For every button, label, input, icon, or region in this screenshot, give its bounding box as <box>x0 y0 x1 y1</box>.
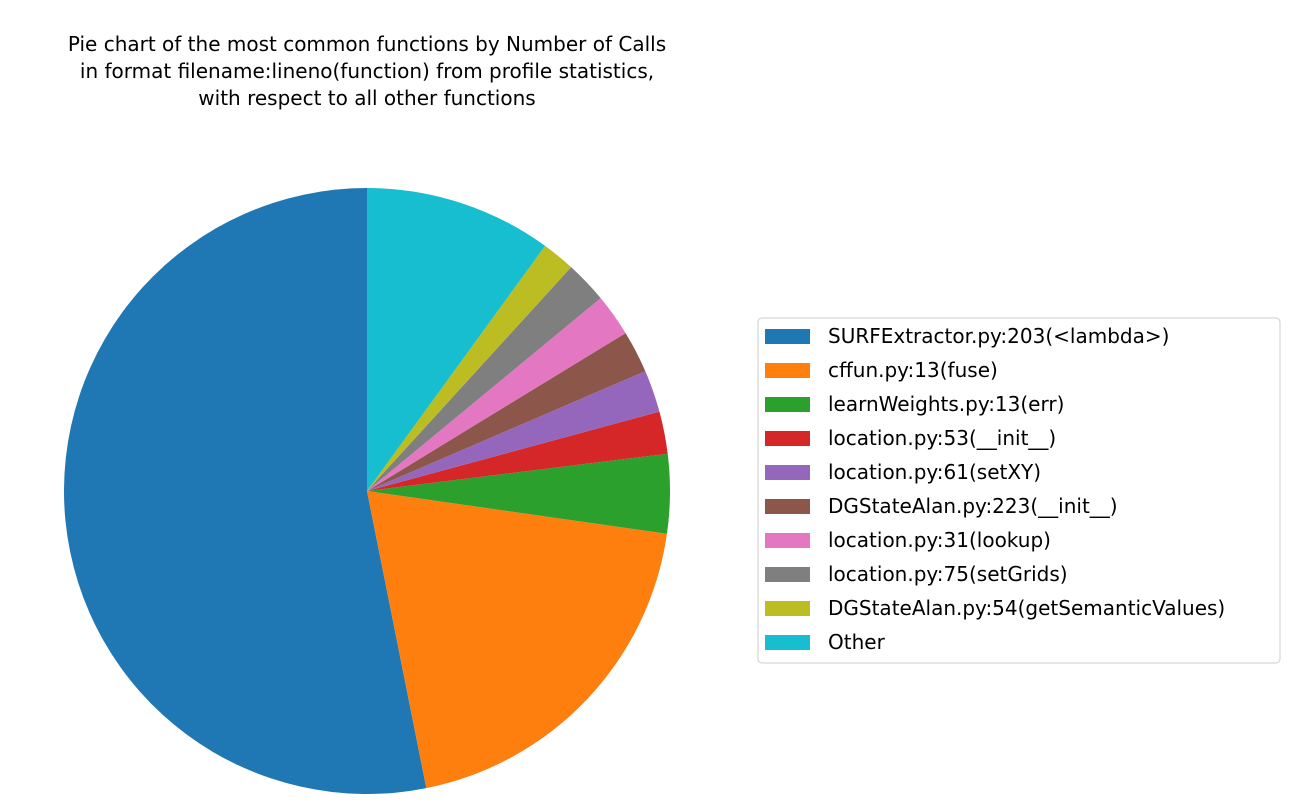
legend-item-7: location.py:31(lookup) <box>765 528 1051 552</box>
legend-label-5: location.py:61(setXY) <box>828 460 1041 484</box>
legend-label-4: location.py:53(__init__) <box>828 426 1056 450</box>
legend-label-9: DGStateAlan.py:54(getSemanticValues) <box>828 596 1225 620</box>
legend-item-4: location.py:53(__init__) <box>765 426 1056 450</box>
legend-item-5: location.py:61(setXY) <box>765 460 1041 484</box>
legend: SURFExtractor.py:203(<lambda>) cffun.py:1… <box>757 317 1281 664</box>
pie-slice-2 <box>367 491 667 789</box>
legend-label-2: cffun.py:13(fuse) <box>828 358 998 382</box>
chart-title: Pie chart of the most common functions b… <box>68 32 666 110</box>
legend-frame <box>757 317 1281 664</box>
legend-item-3: learnWeights.py:13(err) <box>765 392 1064 416</box>
pie-slice-7 <box>367 298 626 491</box>
chart-title-line-1: Pie chart of the most common functions b… <box>68 32 666 56</box>
legend-swatch-7 <box>765 533 810 548</box>
legend-swatch-4 <box>765 431 810 446</box>
legend-label-1: SURFExtractor.py:203(<lambda>) <box>828 324 1169 348</box>
pie-slice-8 <box>367 267 601 491</box>
legend-label-7: location.py:31(lookup) <box>828 528 1051 552</box>
chart-title-line-2: in format filename:lineno(function) from… <box>80 59 654 83</box>
legend-swatch-3 <box>765 397 810 412</box>
pie-slice-6 <box>367 333 646 491</box>
legend-item-1: SURFExtractor.py:203(<lambda>) <box>765 324 1169 348</box>
legend-label-3: learnWeights.py:13(err) <box>828 392 1064 416</box>
legend-swatch-5 <box>765 465 810 480</box>
pie-slices <box>63 188 670 794</box>
legend-item-8: location.py:75(setGrids) <box>765 562 1068 586</box>
pie-slice-1 <box>63 188 427 794</box>
legend-item-2: cffun.py:13(fuse) <box>765 358 998 382</box>
legend-label-10: Other <box>828 630 886 654</box>
legend-swatch-9 <box>765 601 810 616</box>
legend-label-6: DGStateAlan.py:223(__init__) <box>828 494 1118 518</box>
chart-title-line-3: with respect to all other functions <box>198 86 535 110</box>
pie-slice-5 <box>367 371 660 491</box>
legend-label-8: location.py:75(setGrids) <box>828 562 1068 586</box>
legend-swatch-1 <box>765 329 810 344</box>
legend-swatch-10 <box>765 635 810 650</box>
legend-item-9: DGStateAlan.py:54(getSemanticValues) <box>765 596 1225 620</box>
legend-swatch-6 <box>765 499 810 514</box>
pie-slice-9 <box>367 245 572 491</box>
legend-swatch-2 <box>765 363 810 378</box>
legend-item-10: Other <box>765 630 886 654</box>
pie-slice-4 <box>367 411 668 491</box>
pie-slice-10 <box>367 188 546 491</box>
pie-slice-3 <box>367 453 670 534</box>
legend-item-6: DGStateAlan.py:223(__init__) <box>765 494 1118 518</box>
legend-swatch-8 <box>765 567 810 582</box>
